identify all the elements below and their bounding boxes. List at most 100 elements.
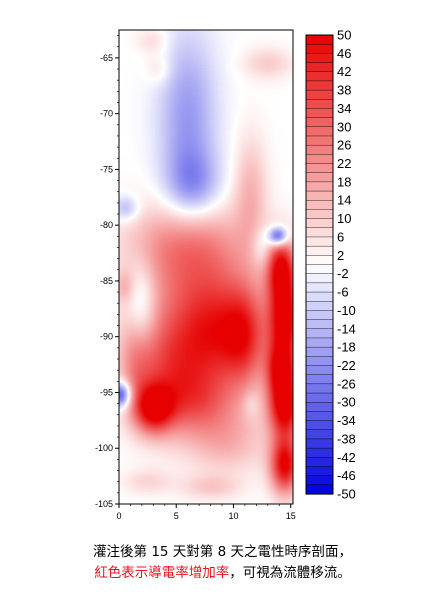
colorbar-tick-label: -10 — [337, 303, 356, 318]
colorbar-band — [305, 190, 334, 201]
colorbar-tick-label: 42 — [337, 64, 351, 79]
colorbar-band — [305, 117, 334, 128]
colorbar-band — [305, 282, 334, 293]
heatmap-area — [119, 30, 293, 504]
x-tick-label: 10 — [228, 511, 238, 521]
y-tick-label: -80 — [100, 220, 113, 230]
colorbar-band — [305, 484, 334, 495]
colorbar-tick-label: -18 — [337, 340, 356, 355]
colorbar-band — [305, 319, 334, 330]
colorbar-band — [305, 53, 334, 64]
figure-caption: 灌注後第 15 天對第 8 天之電性時序剖面， 紅色表示導電率增加率，可視為流體… — [0, 542, 445, 584]
colorbar-band — [305, 457, 334, 468]
colorbar-band — [305, 301, 334, 312]
colorbar-band — [305, 475, 334, 486]
colorbar-band — [305, 163, 334, 174]
colorbar-tick-label: 14 — [337, 193, 351, 208]
colorbar-band — [305, 438, 334, 449]
y-tick-label: -75 — [100, 164, 113, 174]
colorbar-tick-label: -34 — [337, 413, 356, 428]
caption-rest: ，可視為流體移流。 — [229, 565, 351, 581]
y-tick-label: -90 — [100, 332, 113, 342]
colorbar-tick-label: -6 — [337, 285, 349, 300]
colorbar-band — [305, 34, 334, 45]
colorbar-band — [305, 172, 334, 183]
colorbar-band — [305, 255, 334, 266]
colorbar-tick-label: -42 — [337, 450, 356, 465]
y-tick-label: -105 — [95, 499, 113, 509]
colorbar-tick-label: 18 — [337, 174, 351, 189]
colorbar-band — [305, 181, 334, 192]
colorbar-band — [305, 209, 334, 220]
colorbar-band — [305, 420, 334, 431]
colorbar: 50 46 42 38 34 30 26 22 18 14 10 6 2 -2 -6 -10 -14 -18 -22… — [305, 28, 356, 502]
colorbar-band — [305, 99, 334, 110]
colorbar-band — [305, 144, 334, 155]
colorbar-tick-label: -46 — [337, 468, 356, 483]
colorbar-tick-label: 6 — [337, 229, 344, 244]
y-axis: -65 -70 -75 -80 -85 -90 -95 -100 -105 — [95, 35, 119, 509]
colorbar-tick-label: 26 — [337, 138, 351, 153]
colorbar-band — [305, 447, 334, 458]
y-tick-label: -95 — [100, 387, 113, 397]
caption-line-1: 灌注後第 15 天對第 8 天之電性時序剖面， — [93, 544, 352, 560]
caption-line-2: 紅色表示導電率增加率，可視為流體移流。 — [0, 563, 445, 584]
colorbar-tick-label: -22 — [337, 358, 356, 373]
colorbar-band — [305, 89, 334, 100]
colorbar-tick-label: 34 — [337, 101, 351, 116]
colorbar-band — [305, 402, 334, 412]
colorbar-band — [305, 291, 334, 302]
y-tick-label: -65 — [100, 53, 113, 63]
colorbar-band — [305, 337, 334, 348]
colorbar-band — [305, 374, 334, 385]
colorbar-tick-label: 46 — [337, 46, 351, 61]
colorbar-tick-label: -38 — [337, 431, 356, 446]
colorbar-band — [305, 154, 334, 165]
colorbar-tick-label: -50 — [337, 487, 356, 502]
colorbar-tick-label: 22 — [337, 156, 351, 171]
colorbar-band — [305, 392, 334, 403]
x-axis: 0 5 10 15 — [116, 504, 296, 521]
colorbar-band — [305, 43, 334, 54]
y-tick-label: -100 — [95, 443, 113, 453]
colorbar-band — [305, 245, 334, 256]
colorbar-band — [305, 383, 334, 394]
colorbar-band — [305, 264, 334, 275]
x-tick-label: 15 — [286, 511, 296, 521]
colorbar-band — [305, 200, 334, 211]
colorbar-tick-label: -30 — [337, 395, 356, 410]
colorbar-band — [305, 356, 334, 367]
y-tick-label: -85 — [100, 276, 113, 286]
colorbar-band — [305, 310, 334, 321]
colorbar-band — [305, 328, 334, 339]
colorbar-band — [305, 71, 334, 82]
colorbar-band — [305, 411, 334, 422]
colorbar-band — [305, 346, 334, 357]
plot-frame — [118, 29, 294, 505]
colorbar-band — [305, 429, 334, 440]
colorbar-tick-label: -2 — [337, 266, 349, 281]
colorbar-band — [305, 62, 334, 73]
colorbar-frame — [305, 34, 334, 495]
colorbar-band — [305, 365, 334, 376]
colorbar-band — [305, 466, 334, 477]
colorbar-band — [305, 218, 334, 229]
x-tick-label: 0 — [116, 511, 121, 521]
colorbar-tick-label: -26 — [337, 376, 356, 391]
colorbar-band — [305, 135, 334, 146]
y-tick-label: -70 — [100, 109, 113, 119]
colorbar-tick-label: 50 — [337, 28, 351, 43]
colorbar-band — [305, 80, 334, 91]
colorbar-tick-label: 2 — [337, 248, 344, 263]
colorbar-band — [305, 126, 334, 137]
colorbar-band — [305, 227, 334, 238]
x-tick-label: 5 — [174, 511, 179, 521]
colorbar-tick-label: 38 — [337, 83, 351, 98]
colorbar-band — [305, 108, 334, 119]
colorbar-band — [305, 236, 334, 247]
caption-highlight: 紅色表示導電率增加率 — [94, 565, 230, 581]
colorbar-tick-label: 30 — [337, 119, 351, 134]
colorbar-band — [305, 273, 334, 284]
colorbar-tick-label: 10 — [337, 211, 351, 226]
